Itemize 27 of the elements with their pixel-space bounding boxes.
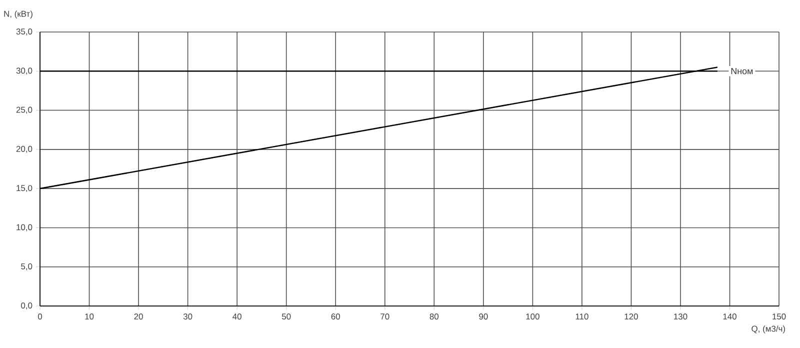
- y-tick-label: 0,0: [21, 302, 32, 310]
- x-tick-label: 0: [38, 314, 42, 320]
- x-tick-label: 100: [526, 314, 540, 320]
- x-tick-label: 20: [134, 314, 143, 320]
- y-tick-label: 25,0: [16, 106, 32, 114]
- x-tick-label: 80: [430, 314, 439, 320]
- y-tick-label: 10,0: [16, 224, 32, 232]
- y-tick-label: 35,0: [16, 28, 32, 36]
- x-tick-label: 30: [183, 314, 192, 320]
- y-tick-label: 5,0: [21, 263, 32, 270]
- x-tick-label: 50: [282, 314, 291, 320]
- x-tick-label: 110: [576, 314, 588, 320]
- y-tick-label: 20,0: [16, 146, 32, 153]
- y-tick-label: 15,0: [16, 185, 32, 192]
- y-axis-title: N, (кВт): [4, 10, 32, 18]
- x-tick-label: 120: [624, 314, 638, 320]
- y-tick-label: 30,0: [16, 68, 32, 75]
- x-tick-label: 40: [232, 314, 242, 320]
- x-tick-label: 140: [723, 314, 736, 320]
- series-label: Nном: [731, 68, 753, 74]
- x-axis-title: Q, (м3/ч): [752, 326, 785, 334]
- x-tick-label: 10: [85, 314, 94, 320]
- x-tick-label: 90: [479, 314, 488, 320]
- x-tick-label: 70: [380, 314, 390, 320]
- x-tick-label: 130: [674, 314, 688, 320]
- x-tick-label: 60: [331, 314, 340, 320]
- x-tick-label: 150: [772, 314, 786, 320]
